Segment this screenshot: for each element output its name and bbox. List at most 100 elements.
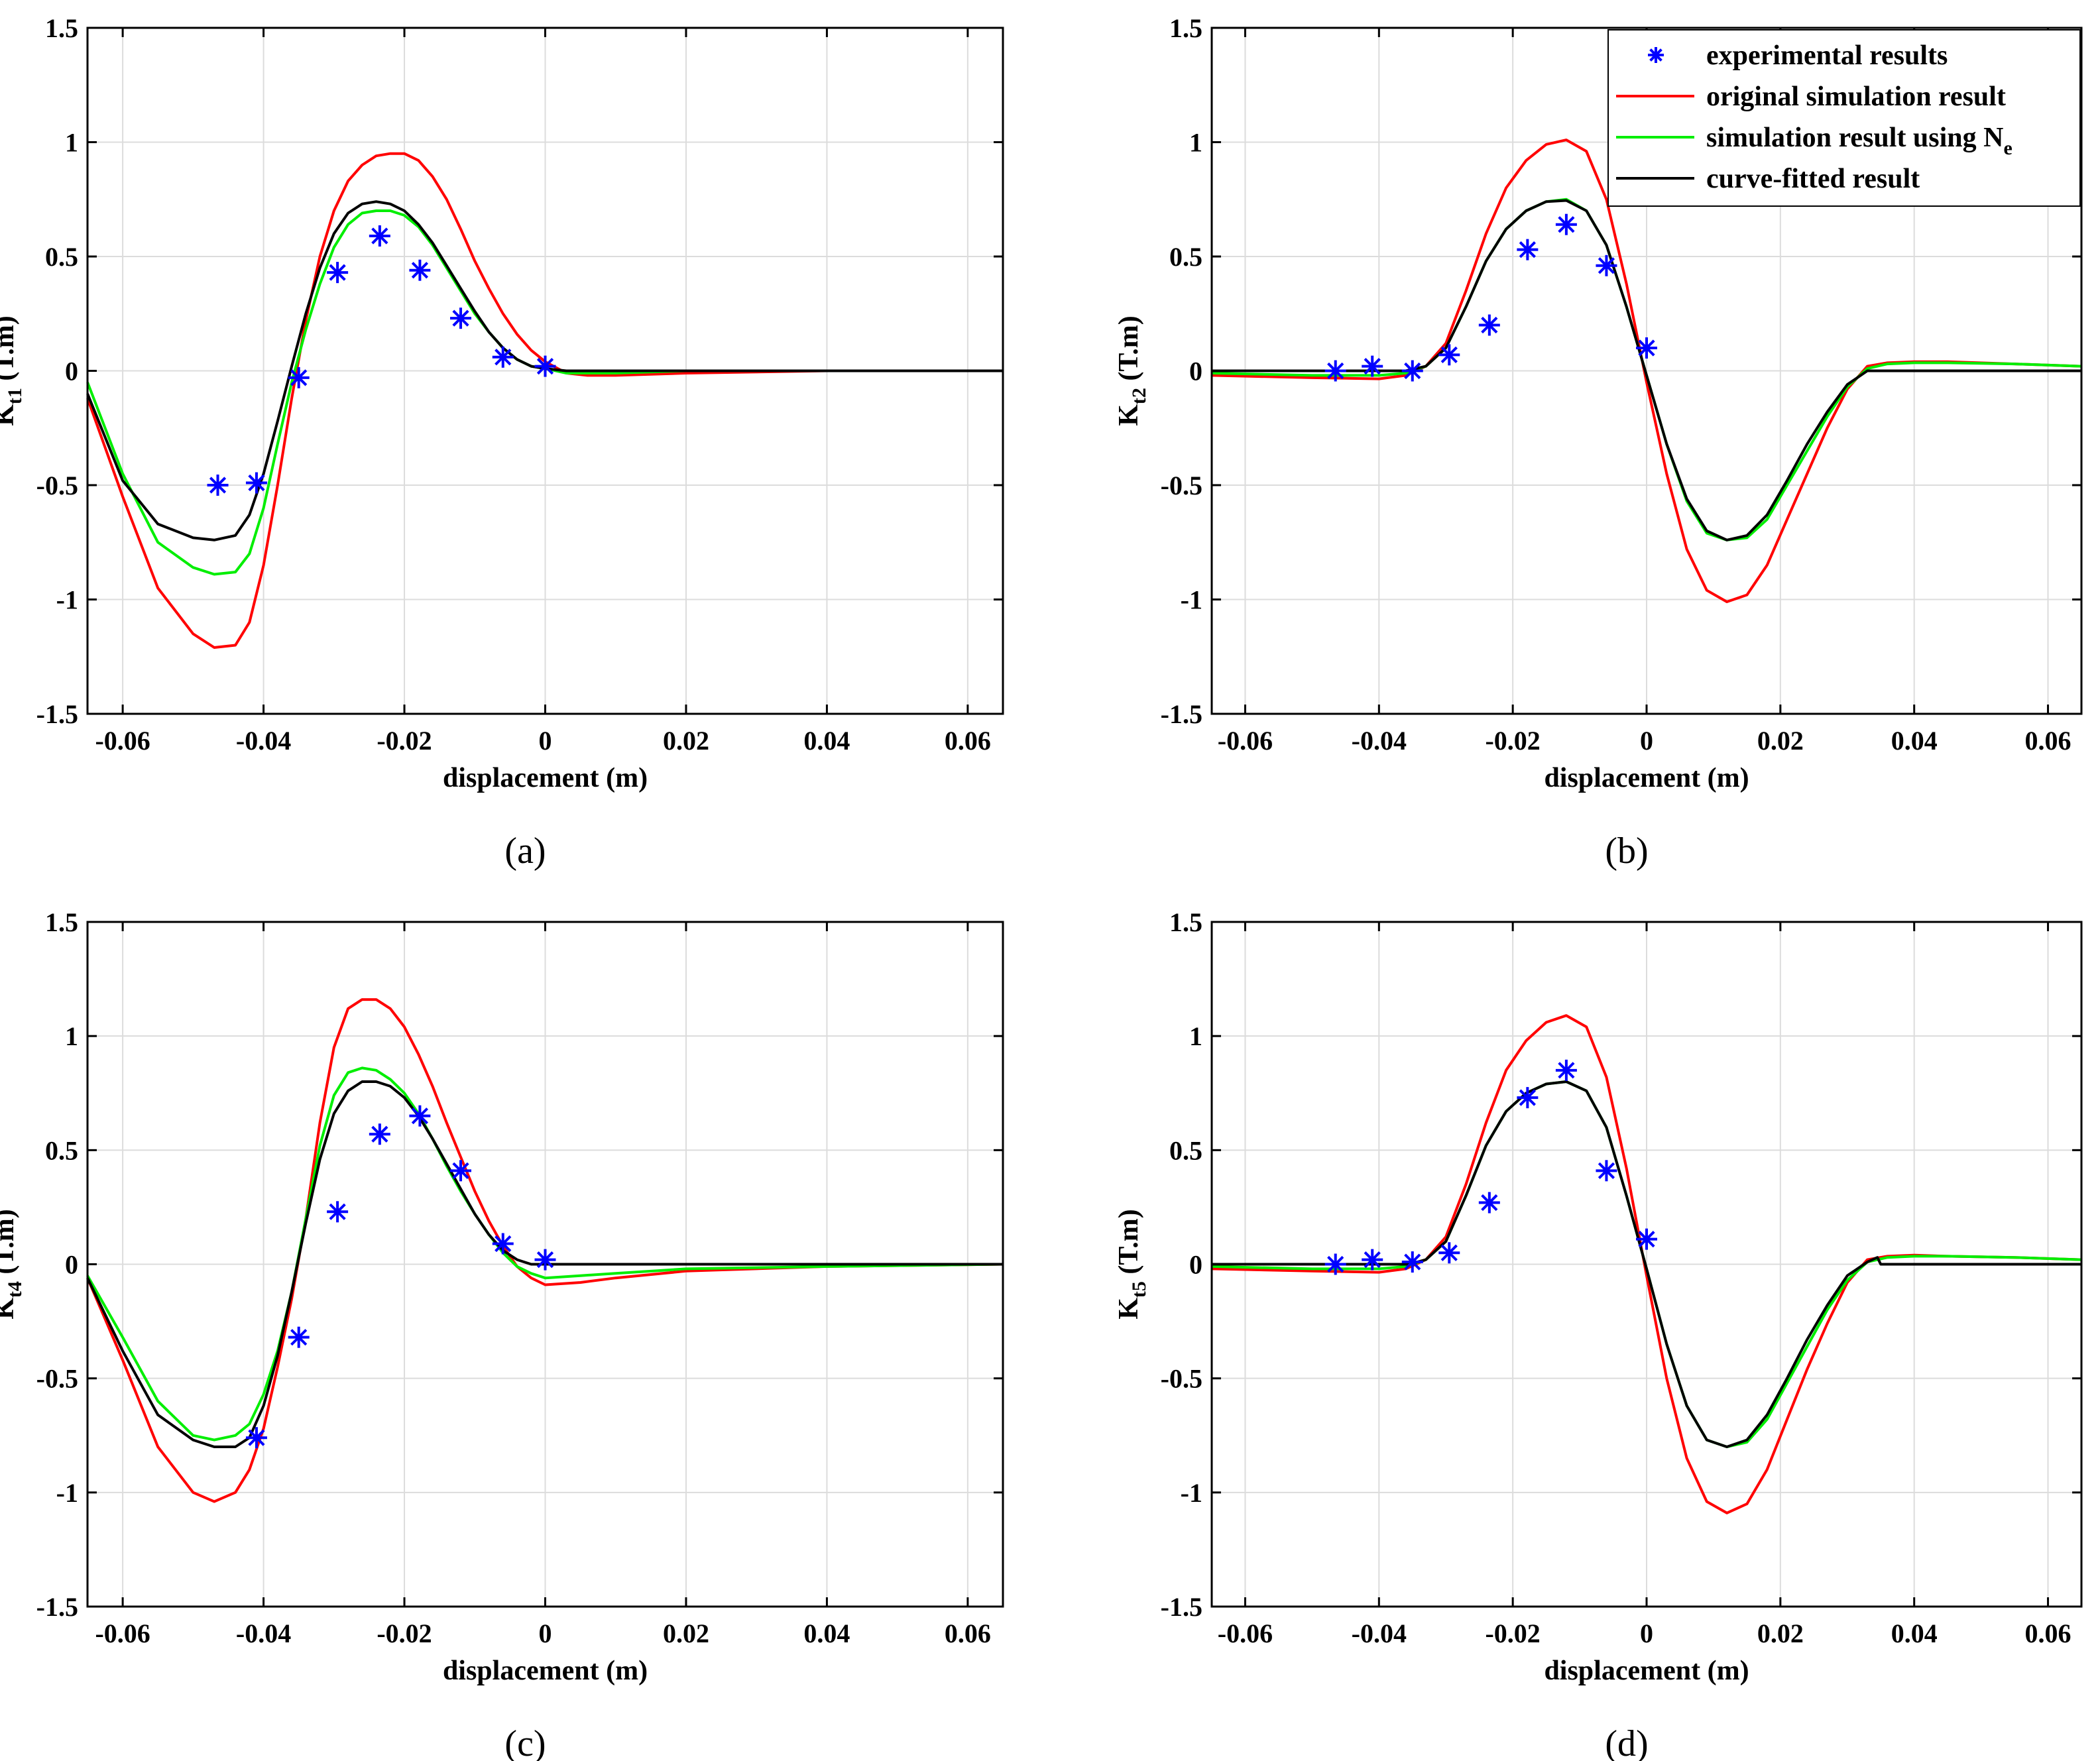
- x-tick-label: 0.06: [2025, 726, 2071, 756]
- experimental-point: [1401, 360, 1423, 382]
- legend-box: [1607, 29, 2081, 207]
- asterisk-stroke: [1327, 362, 1344, 380]
- y-tick-label: 0.5: [1169, 242, 1202, 272]
- asterisk-stroke: [1598, 257, 1615, 274]
- y-tick-label: 1.5: [45, 13, 78, 43]
- asterisk-stroke: [1519, 1089, 1536, 1106]
- asterisk-stroke: [1364, 357, 1381, 375]
- x-tick-label: 0.02: [663, 1619, 709, 1648]
- asterisk-stroke: [1638, 1231, 1655, 1248]
- experimental-point: [1478, 1192, 1500, 1214]
- experimental-point: [534, 1249, 556, 1271]
- experimental-point: [1555, 213, 1577, 235]
- legend-label: curve-fitted result: [1706, 164, 1920, 194]
- experimental-point: [1636, 1228, 1657, 1250]
- asterisk-stroke: [1440, 1244, 1458, 1261]
- panel-a: -0.06 -0.04 -0.02 0 0.02 0.04 0.06 -1.5 -1 -0.5 0 0…: [0, 13, 1004, 872]
- series-line-original-simulation-result: [86, 998, 1004, 1503]
- x-tick-label: 0.04: [803, 1619, 850, 1648]
- legend-label: experimental results: [1706, 40, 1948, 71]
- x-axis-label: displacement (m): [443, 1656, 648, 1686]
- asterisk-stroke: [371, 1125, 388, 1143]
- series-line-curve-fitted-result: [1212, 1080, 2081, 1448]
- y-tick-label: 1.5: [1169, 907, 1202, 937]
- experimental-point: [288, 367, 310, 388]
- y-tick-label: -1.5: [36, 1592, 78, 1622]
- y-tick-label: 1: [65, 1021, 78, 1051]
- asterisk-stroke: [452, 1162, 469, 1179]
- experimental-point: [1478, 314, 1500, 336]
- panel-label: (d): [1605, 1723, 1648, 1761]
- panel-label: (c): [504, 1723, 546, 1761]
- y-axis-label: Kt5 (T.m): [1114, 1209, 1150, 1320]
- panel-b: -0.06 -0.04 -0.02 0 0.02 0.04 0.06 -1.5 -1 -0.5 0 0…: [1114, 13, 2083, 872]
- x-tick-label: 0.02: [1757, 726, 1804, 756]
- y-tick-label: -1.5: [1161, 699, 1202, 729]
- panel-d: -0.06 -0.04 -0.02 0 0.02 0.04 0.06 -1.5 -1 -0.5 0 0…: [1114, 907, 2083, 1761]
- y-tick-label: 0: [1189, 357, 1202, 386]
- asterisk-stroke: [248, 1429, 265, 1446]
- asterisk-stroke: [248, 474, 265, 492]
- panel-label: (a): [504, 830, 546, 872]
- experimental-point: [492, 1233, 514, 1255]
- x-tick-label: -0.02: [377, 1619, 432, 1648]
- y-tick-label: 1: [65, 128, 78, 158]
- experimental-point: [245, 472, 267, 494]
- experimental-point: [288, 1326, 310, 1348]
- experimental-point: [450, 1160, 472, 1182]
- x-tick-label: -0.06: [1218, 726, 1273, 756]
- x-tick-label: -0.06: [1218, 1619, 1273, 1648]
- asterisk-stroke: [495, 349, 512, 366]
- x-tick-label: 0: [539, 1619, 552, 1648]
- x-tick-label: -0.04: [236, 1619, 291, 1648]
- asterisk-stroke: [1481, 316, 1498, 334]
- experimental-point: [327, 262, 349, 284]
- series-line-curve-fitted-result: [1212, 199, 2081, 541]
- asterisk-stroke: [411, 262, 429, 279]
- asterisk-stroke: [1364, 1251, 1381, 1269]
- panel-label: (b): [1605, 830, 1648, 872]
- asterisk-stroke: [536, 1251, 554, 1269]
- experimental-point: [409, 259, 431, 281]
- experimental-point: [327, 1201, 349, 1223]
- x-axis-label: displacement (m): [1544, 1656, 1749, 1686]
- y-axis-label: Kt1 (T.m): [0, 315, 26, 426]
- y-tick-label: -1: [1181, 1478, 1202, 1508]
- experimental-point: [1401, 1251, 1423, 1273]
- asterisk-stroke: [209, 477, 227, 494]
- x-tick-label: 0.02: [663, 726, 709, 756]
- experimental-point: [1636, 337, 1657, 359]
- experimental-point: [1596, 255, 1617, 276]
- asterisk-stroke: [1327, 1255, 1344, 1273]
- experimental-point: [1324, 1253, 1346, 1275]
- experimental-point: [369, 225, 390, 247]
- asterisk-stroke: [329, 264, 346, 281]
- x-tick-label: 0.06: [945, 726, 991, 756]
- experimental-point: [1362, 1249, 1383, 1271]
- x-tick-label: 0.04: [1891, 726, 1938, 756]
- y-tick-label: -1.5: [1161, 1592, 1202, 1622]
- x-axis-label: displacement (m): [443, 763, 648, 793]
- x-tick-label: -0.06: [95, 1619, 150, 1648]
- x-tick-label: 0.06: [945, 1619, 991, 1648]
- experimental-point: [207, 475, 229, 496]
- asterisk-stroke: [1404, 362, 1421, 380]
- y-tick-label: 1: [1189, 128, 1202, 158]
- y-tick-label: -0.5: [36, 1364, 78, 1394]
- asterisk-stroke: [411, 1108, 429, 1125]
- asterisk-stroke: [536, 357, 554, 375]
- x-tick-label: 0.04: [1891, 1619, 1938, 1648]
- y-tick-label: 0: [1189, 1250, 1202, 1280]
- y-axis-label: Kt4 (T.m): [0, 1209, 26, 1320]
- y-tick-label: 0: [65, 357, 78, 386]
- x-tick-label: -0.02: [377, 726, 432, 756]
- y-tick-label: 1.5: [1169, 13, 1202, 43]
- asterisk-stroke: [495, 1235, 512, 1253]
- experimental-point: [1596, 1160, 1617, 1182]
- x-tick-label: -0.06: [95, 726, 150, 756]
- y-tick-label: -1.5: [36, 699, 78, 729]
- asterisk-stroke: [290, 1329, 308, 1346]
- y-tick-label: -1: [1181, 585, 1202, 615]
- experimental-point: [1517, 239, 1539, 260]
